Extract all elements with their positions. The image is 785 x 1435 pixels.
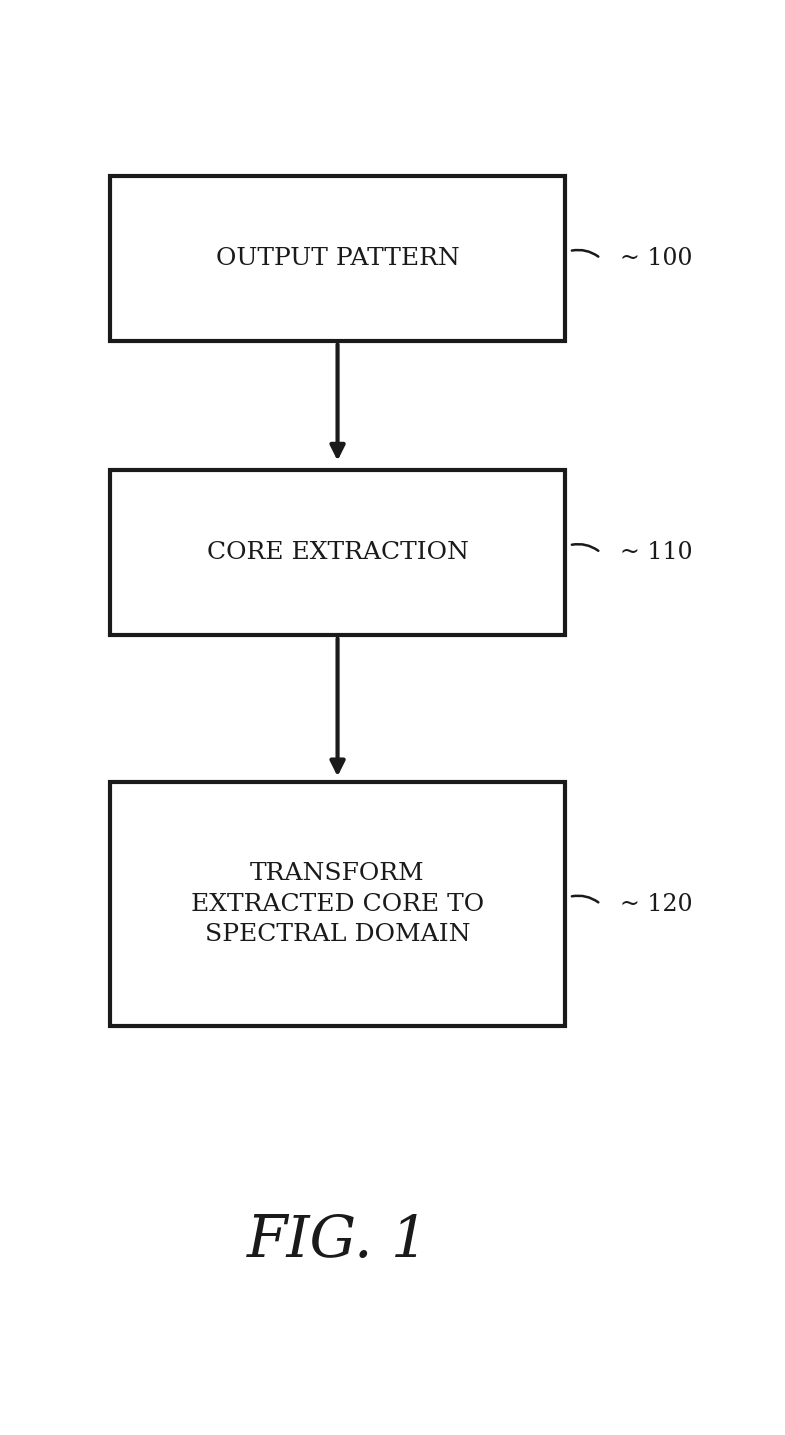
Bar xyxy=(110,782,565,1026)
Text: FIG. 1: FIG. 1 xyxy=(246,1213,429,1270)
Text: OUTPUT PATTERN: OUTPUT PATTERN xyxy=(216,247,459,270)
Text: CORE EXTRACTION: CORE EXTRACTION xyxy=(206,541,469,564)
Text: ~ 100: ~ 100 xyxy=(620,247,692,270)
Bar xyxy=(110,471,565,634)
Text: ~ 120: ~ 120 xyxy=(620,893,693,916)
Text: ~ 110: ~ 110 xyxy=(620,541,693,564)
Text: TRANSFORM
EXTRACTED CORE TO
SPECTRAL DOMAIN: TRANSFORM EXTRACTED CORE TO SPECTRAL DOM… xyxy=(191,862,484,946)
Bar xyxy=(110,175,565,342)
